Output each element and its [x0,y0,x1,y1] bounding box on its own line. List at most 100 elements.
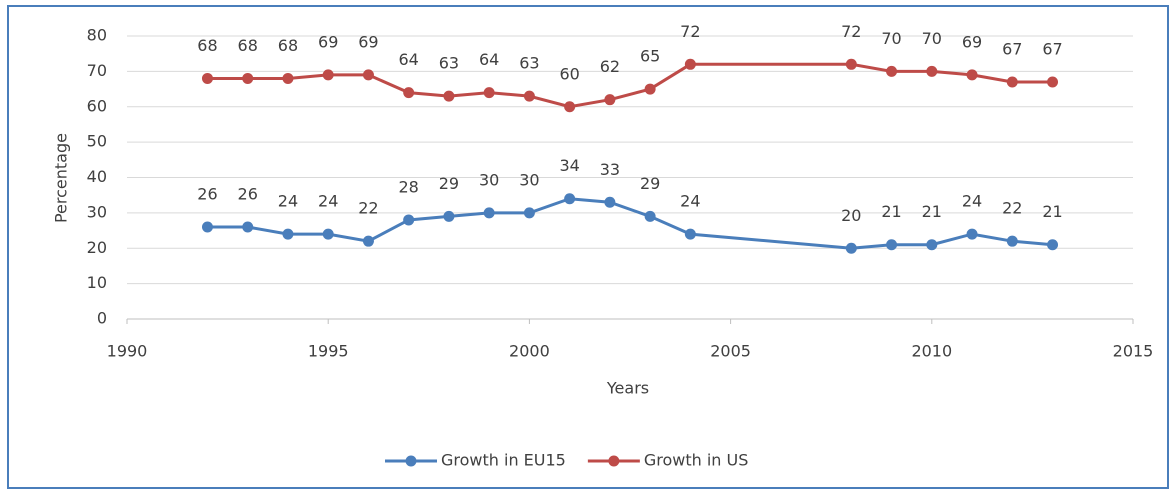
data-label: 29 [439,174,459,193]
data-label: 24 [680,192,700,211]
data-label: 64 [399,50,419,69]
data-label: 21 [922,202,942,221]
x-tick-label: 1995 [308,342,349,361]
data-point [604,94,616,106]
data-label: 21 [881,202,901,221]
data-point [886,239,898,251]
x-tick-label: 2005 [710,342,751,361]
data-point [1006,76,1018,88]
data-label: 60 [559,64,579,83]
data-point [483,87,495,99]
data-label: 67 [1002,39,1022,58]
data-label: 68 [238,36,258,55]
data-point [926,65,938,77]
data-label: 24 [962,192,982,211]
data-label: 69 [962,32,982,51]
data-point [242,72,254,84]
legend-marker [608,455,620,467]
series-line [207,62,1053,109]
data-label: 22 [358,199,378,218]
data-point [282,228,294,240]
data-label: 63 [519,54,539,73]
data-label: 33 [600,160,620,179]
chart-frame [7,5,1169,489]
data-label: 64 [479,50,499,69]
data-point [483,207,495,219]
data-label: 20 [841,206,861,225]
data-label: 65 [640,47,660,66]
x-tick-label: 2015 [1113,342,1154,361]
data-point [523,90,535,102]
data-point [242,221,254,233]
data-label: 26 [197,185,217,204]
data-point [684,58,696,70]
data-label: 69 [358,32,378,51]
data-label: 34 [559,156,579,175]
data-label: 72 [680,22,700,41]
data-point [322,69,334,81]
data-label: 68 [278,36,298,55]
data-label: 72 [841,22,861,41]
y-tick-label: 80 [87,26,107,45]
data-label: 62 [600,57,620,76]
data-point [322,228,334,240]
data-point [362,69,374,81]
data-point [1047,239,1059,251]
x-tick-label: 2010 [911,342,952,361]
data-label: 24 [318,192,338,211]
data-label: 30 [519,170,539,189]
y-tick-label: 70 [87,61,107,80]
data-point [1006,235,1018,247]
y-tick-label: 50 [87,132,107,151]
x-axis-title: Years [606,379,649,398]
y-tick-label: 0 [97,309,107,328]
data-point [282,72,294,84]
y-axis-title: Percentage [52,133,71,223]
data-point [1047,76,1059,88]
data-label: 30 [479,170,499,189]
data-point [403,214,415,226]
data-label: 70 [881,29,901,48]
data-label: 21 [1042,202,1062,221]
data-point [604,196,616,208]
data-point [564,193,576,205]
data-point [201,72,213,84]
data-point [886,65,898,77]
y-tick-label: 60 [87,96,107,115]
data-point [966,69,978,81]
data-point [362,235,374,247]
y-tick-label: 10 [87,273,107,292]
x-tick-label: 2000 [509,342,550,361]
data-point [926,239,938,251]
data-label: 63 [439,54,459,73]
data-label: 24 [278,192,298,211]
data-label: 70 [922,29,942,48]
data-label: 29 [640,174,660,193]
legend-marker [405,455,417,467]
data-point [644,210,656,222]
data-point [684,228,696,240]
data-label: 22 [1002,199,1022,218]
data-point [443,210,455,222]
y-tick-label: 30 [87,202,107,221]
y-tick-label: 20 [87,238,107,257]
data-point [443,90,455,102]
data-point [644,83,656,95]
legend-label: Growth in US [644,451,749,470]
data-label: 69 [318,32,338,51]
y-tick-label: 40 [87,167,107,186]
data-point [966,228,978,240]
legend-label: Growth in EU15 [441,451,566,470]
data-point [845,58,857,70]
data-point [845,242,857,254]
data-label: 28 [399,177,419,196]
data-point [403,87,415,99]
data-label: 68 [197,36,217,55]
x-tick-label: 1990 [107,342,148,361]
data-point [523,207,535,219]
data-label: 67 [1042,39,1062,58]
data-label: 26 [238,185,258,204]
data-point [564,101,576,113]
data-point [201,221,213,233]
